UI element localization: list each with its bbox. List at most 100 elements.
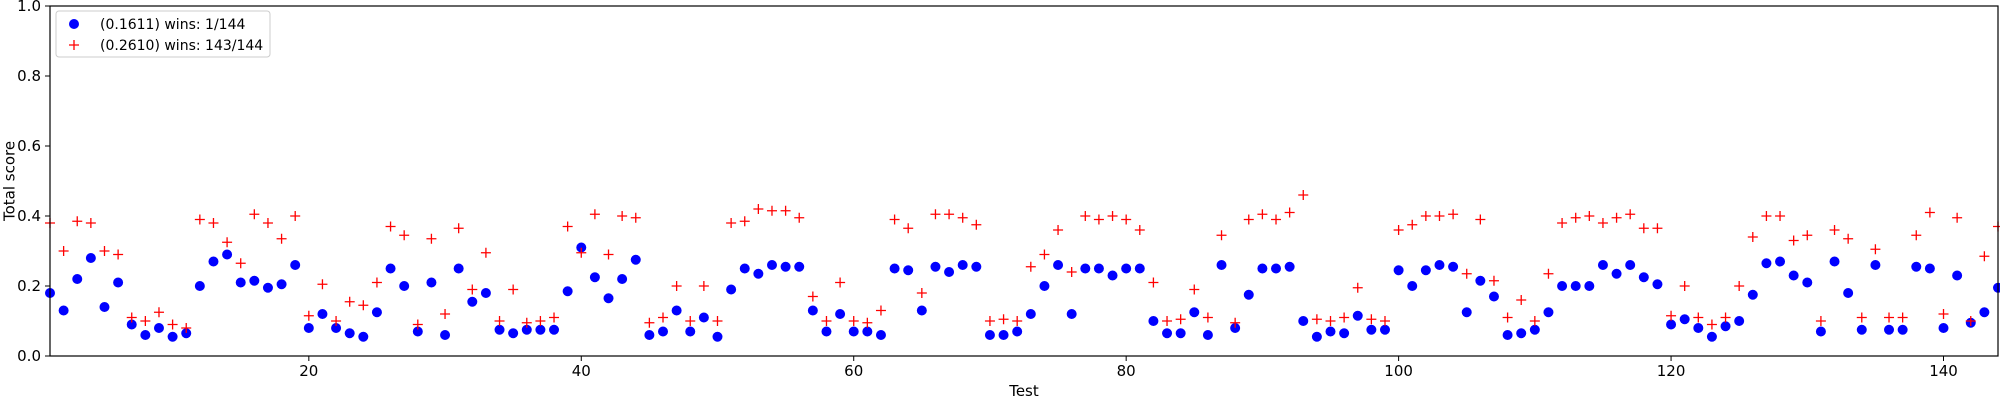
- blue-point: [1257, 263, 1268, 274]
- blue-point: [1216, 260, 1227, 270]
- red-point: [576, 247, 587, 258]
- red-point: [835, 277, 846, 288]
- red-point: [794, 212, 805, 223]
- red-point: [467, 284, 478, 295]
- red-point: [1216, 230, 1227, 241]
- red-point: [1257, 209, 1268, 220]
- blue-point: [1039, 281, 1050, 291]
- red-point: [1856, 312, 1867, 323]
- red-point: [1652, 223, 1663, 234]
- blue-point: [766, 260, 777, 270]
- red-point: [1843, 233, 1854, 244]
- blue-point: [1107, 270, 1118, 281]
- red-point: [399, 230, 410, 241]
- blue-point: [1638, 272, 1649, 283]
- blue-point: [1162, 328, 1173, 339]
- red-point: [1570, 212, 1581, 223]
- blue-point: [1679, 314, 1690, 325]
- blue-point: [903, 265, 914, 276]
- red-point: [1952, 212, 1963, 223]
- red-point: [140, 316, 151, 326]
- blue-point: [480, 288, 491, 298]
- red-point: [1407, 219, 1418, 230]
- blue-point: [1311, 331, 1322, 342]
- blue-point: [1393, 265, 1404, 276]
- blue-point: [1911, 261, 1922, 272]
- blue-point: [1175, 328, 1186, 339]
- red-point: [1434, 211, 1445, 221]
- blue-point: [399, 281, 410, 291]
- red-point: [1829, 225, 1840, 235]
- red-point: [889, 214, 900, 225]
- red-point: [385, 221, 396, 232]
- x-axis-ticks: 20 40 60 80 100 120 140: [299, 356, 1958, 380]
- blue-point: [1557, 281, 1568, 291]
- blue-point: [1884, 324, 1895, 335]
- blue-point: [1012, 326, 1023, 337]
- red-point: [521, 317, 532, 328]
- blue-point: [1488, 291, 1499, 302]
- blue-point: [249, 275, 260, 286]
- red-point: [167, 319, 178, 330]
- red-point: [1611, 212, 1622, 223]
- red-point: [1706, 319, 1717, 330]
- red-point: [1788, 235, 1799, 246]
- blue-point: [630, 254, 641, 265]
- red-point: [440, 309, 451, 319]
- red-point: [1053, 225, 1064, 235]
- x-tick-label: 40: [572, 362, 591, 380]
- blue-point: [576, 242, 587, 253]
- red-point: [903, 223, 914, 234]
- red-point: [875, 305, 886, 316]
- red-point: [1965, 316, 1976, 326]
- blue-point: [1870, 260, 1881, 270]
- blue-point: [1352, 310, 1363, 321]
- red-point: [1393, 225, 1404, 235]
- blue-point: [440, 330, 451, 340]
- legend-marker-plus: [69, 40, 79, 50]
- red-point: [1134, 225, 1145, 235]
- red-point: [1747, 232, 1758, 242]
- red-point: [807, 291, 818, 302]
- blue-point: [848, 326, 859, 337]
- blue-point: [262, 282, 273, 293]
- blue-point: [1379, 324, 1390, 335]
- red-point: [1339, 312, 1350, 323]
- x-tick-label: 80: [1117, 362, 1136, 380]
- red-point: [944, 209, 955, 220]
- blue-point: [1121, 263, 1132, 274]
- blue-point: [658, 326, 669, 337]
- blue-point: [1802, 277, 1813, 288]
- x-axis-title: Test: [1008, 382, 1039, 400]
- blue-point: [521, 324, 532, 335]
- blue-point: [875, 330, 886, 340]
- blue-point: [85, 253, 96, 263]
- red-point: [1979, 251, 1990, 262]
- blue-point: [1284, 261, 1295, 272]
- x-tick-label: 100: [1384, 362, 1413, 380]
- legend-label-red: (0.2610) wins: 143/144: [100, 38, 263, 54]
- red-point: [644, 317, 655, 328]
- red-point: [99, 246, 110, 256]
- blue-point: [1202, 330, 1213, 340]
- red-point: [780, 205, 791, 216]
- legend-marker-circle: [69, 19, 79, 29]
- blue-point: [1066, 309, 1077, 319]
- red-point: [1638, 223, 1649, 234]
- red-point: [1121, 214, 1132, 225]
- blue-point: [1434, 260, 1445, 270]
- blue-point: [1952, 270, 1963, 281]
- x-tick-label: 20: [299, 362, 318, 380]
- blue-point: [508, 328, 519, 339]
- blue-point: [1407, 281, 1418, 291]
- blue-point: [1448, 261, 1459, 272]
- red-point: [1461, 268, 1472, 279]
- plot-points: [45, 190, 2000, 342]
- red-point: [971, 219, 982, 230]
- red-point: [1093, 214, 1104, 225]
- blue-point: [1543, 307, 1554, 318]
- red-point: [930, 209, 941, 220]
- red-point: [1911, 230, 1922, 241]
- blue-point: [807, 305, 818, 316]
